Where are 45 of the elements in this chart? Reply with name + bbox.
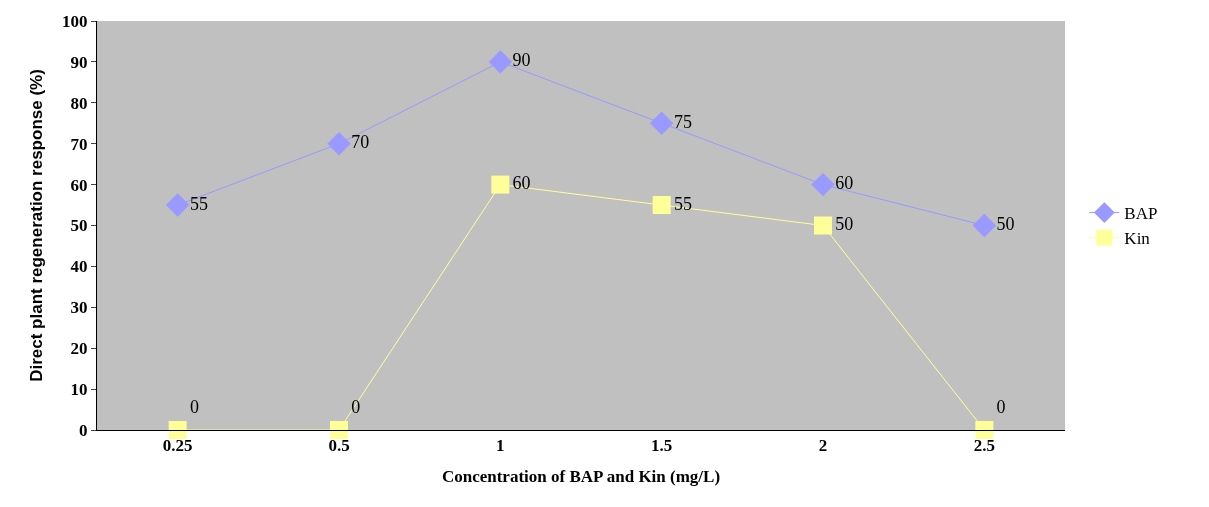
point: [491, 175, 510, 194]
point: [488, 50, 513, 74]
y-tick-label: 60: [70, 175, 88, 195]
point: [972, 213, 997, 238]
y-tick-label: 80: [70, 93, 88, 113]
data-label: 55: [189, 193, 208, 214]
y-tick-label: 0: [79, 420, 88, 440]
data-label: 60: [512, 173, 531, 194]
data-label: 0: [996, 397, 1006, 418]
y-tick-label: 70: [70, 134, 88, 154]
x-tick-label: 0.25: [162, 436, 193, 456]
point: [811, 172, 835, 197]
x-tick-label: 2: [818, 436, 828, 456]
point: [975, 421, 994, 439]
point: [814, 216, 832, 235]
point: [652, 196, 671, 215]
x-tick-label: 2.5: [973, 436, 995, 456]
point: [165, 193, 190, 217]
data-label: 0: [351, 397, 361, 418]
x-tick-label: 1: [496, 436, 505, 456]
data-label: 70: [351, 132, 370, 153]
data-label: 50: [835, 214, 854, 234]
y-axis-title: Direct plant regeneration response (%): [26, 69, 46, 382]
point: [327, 132, 351, 156]
y-tick-label: 50: [70, 216, 88, 236]
legend-label: Kin: [1124, 229, 1151, 249]
point: [330, 421, 348, 439]
data-label: 75: [673, 111, 692, 132]
data-label: 60: [835, 173, 854, 194]
data-label: 90: [512, 50, 531, 71]
y-tick-label: 20: [70, 339, 88, 359]
data-label: 0: [189, 397, 199, 418]
y-tick-label: 30: [70, 298, 88, 318]
point: [168, 421, 187, 439]
data-label: 50: [996, 214, 1015, 234]
y-tick-label: 100: [62, 11, 88, 31]
data-label: 55: [673, 193, 692, 214]
x-axis-title: Concentration of BAP and Kin (mg/L): [441, 466, 721, 486]
x-tick-label: 1.5: [651, 436, 673, 456]
x-tick-label: 0.5: [328, 436, 350, 456]
y-tick-label: 40: [70, 257, 88, 277]
y-tick-label: 10: [70, 380, 88, 400]
legend-label: BAP: [1124, 204, 1158, 224]
point: [649, 111, 674, 135]
y-tick-label: 90: [70, 52, 88, 72]
